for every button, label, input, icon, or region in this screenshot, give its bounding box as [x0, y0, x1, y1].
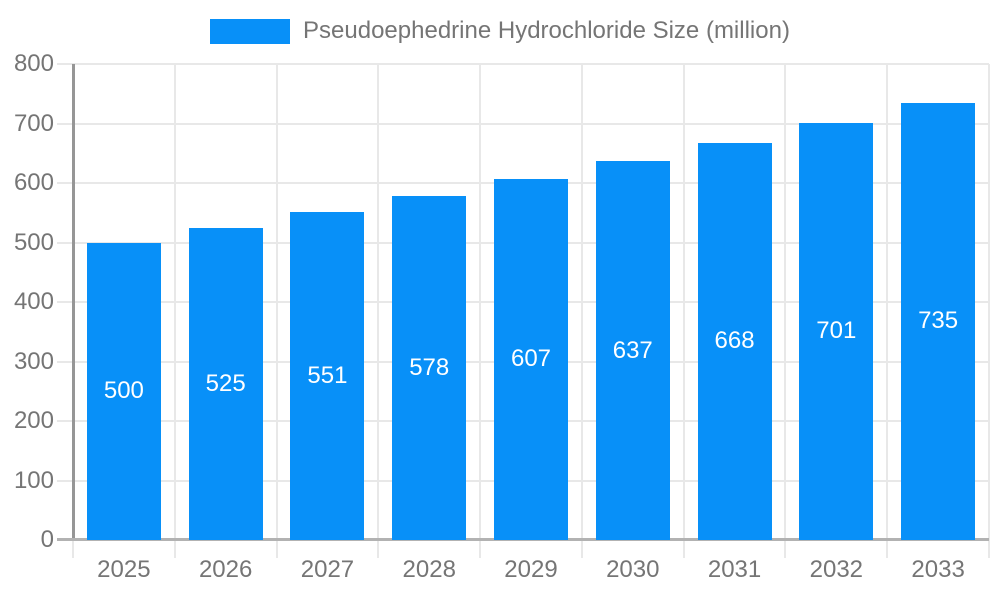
legend-label: Pseudoephedrine Hydrochloride Size (mill… [303, 17, 790, 44]
x-axis-tick-label-2030: 2030 [606, 556, 660, 583]
v-gridline [886, 64, 889, 558]
bar-2031[interactable]: 668 [697, 142, 772, 540]
v-gridline [682, 64, 685, 558]
y-axis-tick-label-800: 800 [13, 50, 54, 77]
x-axis-tick-label-2026: 2026 [198, 556, 253, 583]
bar-value-label-2030: 637 [612, 336, 653, 364]
y-axis-tick-label-100: 100 [13, 466, 54, 494]
plot-area: 0 100 200 300 400 500 600 700 800 500 2025 525 2026 5… [14, 52, 990, 582]
legend[interactable]: Pseudoephedrine Hydrochloride Size (mill… [0, 0, 1000, 62]
bar-2027[interactable]: 551 [290, 212, 365, 540]
v-gridline [377, 64, 380, 558]
v-gridline [988, 64, 990, 558]
bar-value-label-2029: 607 [510, 345, 552, 373]
y-axis-tick-label-300: 300 [13, 347, 54, 375]
bar-2030[interactable]: 637 [595, 161, 670, 540]
x-axis-tick-label-2033: 2033 [911, 556, 965, 583]
bar-value-label-2028: 578 [409, 354, 450, 382]
y-axis-line [72, 64, 75, 540]
x-axis-tick-label-2027: 2027 [300, 556, 355, 583]
h-gridline [57, 122, 989, 125]
bar-2033[interactable]: 735 [901, 102, 976, 540]
y-axis-tick-label-0: 0 [40, 526, 54, 553]
x-axis-tick-label-2032: 2032 [809, 556, 864, 583]
x-axis-tick-label-2029: 2029 [504, 556, 558, 583]
y-axis-tick-label-200: 200 [13, 407, 54, 434]
bar-2025[interactable]: 500 [86, 242, 161, 540]
y-axis-tick-label-700: 700 [13, 109, 54, 137]
bar-2028[interactable]: 578 [392, 196, 467, 540]
y-axis-tick-label-400: 400 [13, 288, 54, 315]
bar-2029[interactable]: 607 [494, 178, 568, 540]
x-axis-tick-label-2028: 2028 [402, 556, 456, 583]
v-gridline [479, 64, 482, 558]
bar-value-label-2032: 701 [816, 317, 857, 345]
x-axis-tick-label-2025: 2025 [97, 556, 151, 583]
bar-value-label-2027: 551 [307, 362, 348, 390]
y-axis-tick-label-600: 600 [13, 169, 54, 196]
bar-2026[interactable]: 525 [188, 227, 263, 540]
x-axis-tick-label-2031: 2031 [707, 556, 762, 583]
h-gridline [57, 63, 989, 65]
bar-value-label-2033: 735 [918, 307, 959, 335]
v-gridline [580, 64, 583, 558]
v-gridline [784, 64, 787, 558]
bar-value-label-2026: 525 [205, 369, 246, 397]
legend-swatch [210, 18, 291, 44]
bar-value-label-2031: 668 [714, 327, 755, 355]
bar-2032[interactable]: 701 [799, 122, 874, 540]
v-gridline [275, 64, 278, 558]
y-axis-tick-label-500: 500 [13, 228, 54, 256]
v-gridline [173, 64, 176, 558]
bar-value-label-2025: 500 [103, 377, 144, 405]
